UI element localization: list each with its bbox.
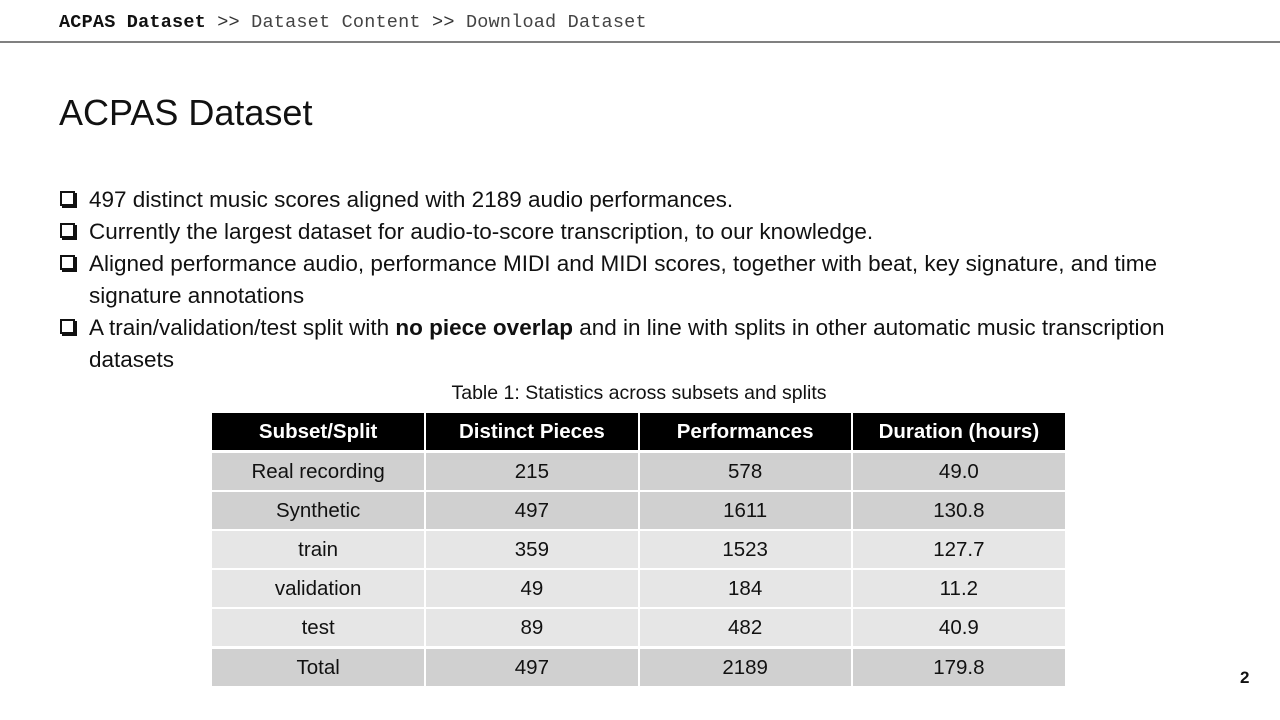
table-cell: Real recording bbox=[212, 450, 427, 491]
bullet-text: Currently the largest dataset for audio-… bbox=[89, 219, 874, 244]
bullet-item: 497 distinct music scores aligned with 2… bbox=[60, 184, 1220, 216]
bullet-item: A train/validation/test split with no pi… bbox=[60, 312, 1220, 376]
breadcrumb-item-download-dataset[interactable]: Download Dataset bbox=[465, 12, 647, 33]
bullet-item: Aligned performance audio, performance M… bbox=[60, 248, 1220, 312]
header-divider bbox=[0, 41, 1280, 43]
breadcrumb-separator: >> bbox=[432, 12, 455, 33]
statistics-table: Subset/Split Distinct Pieces Performance… bbox=[212, 413, 1065, 686]
bullet-list: 497 distinct music scores aligned with 2… bbox=[60, 184, 1220, 376]
table-cell: 179.8 bbox=[851, 646, 1065, 686]
column-header: Duration (hours) bbox=[851, 413, 1065, 452]
table-cell: 497 bbox=[425, 646, 640, 686]
bullet-text-post: and in line with splits in other automat… bbox=[89, 315, 1165, 372]
checkbox-bullet-icon bbox=[60, 223, 75, 238]
table-cell: 130.8 bbox=[851, 490, 1065, 530]
table-cell: 215 bbox=[425, 450, 640, 491]
table-row: train 359 1523 127.7 bbox=[212, 529, 1065, 569]
table-cell: test bbox=[212, 607, 427, 648]
page-number: 2 bbox=[1240, 668, 1250, 687]
bullet-item: Currently the largest dataset for audio-… bbox=[60, 216, 1220, 248]
bullet-emphasis: no piece overlap bbox=[395, 315, 573, 340]
column-header: Performances bbox=[638, 413, 853, 452]
table-cell: 497 bbox=[425, 490, 640, 530]
slide-title: ACPAS Dataset bbox=[59, 92, 313, 133]
table-cell: 127.7 bbox=[851, 529, 1065, 569]
breadcrumb-separator: >> bbox=[217, 12, 240, 33]
column-header: Distinct Pieces bbox=[425, 413, 640, 452]
breadcrumb: ACPAS Dataset >> Dataset Content >> Down… bbox=[59, 12, 647, 33]
table-cell: 1611 bbox=[638, 490, 853, 530]
table-row: Synthetic 497 1611 130.8 bbox=[212, 490, 1065, 530]
checkbox-bullet-icon bbox=[60, 319, 75, 334]
table-cell: Synthetic bbox=[212, 490, 427, 530]
table-cell: 482 bbox=[638, 607, 853, 648]
table-cell: validation bbox=[212, 568, 427, 608]
table-cell: 359 bbox=[425, 529, 640, 569]
table-cell: train bbox=[212, 529, 427, 569]
breadcrumb-item-current[interactable]: ACPAS Dataset bbox=[59, 12, 206, 33]
table-cell: 89 bbox=[425, 607, 640, 648]
table-cell: 578 bbox=[638, 450, 853, 491]
bullet-text: Aligned performance audio, performance M… bbox=[89, 251, 1158, 308]
table-cell: 40.9 bbox=[851, 607, 1065, 648]
bullet-text: 497 distinct music scores aligned with 2… bbox=[89, 187, 734, 212]
table-caption: Table 1: Statistics across subsets and s… bbox=[451, 382, 827, 404]
table-header-row: Subset/Split Distinct Pieces Performance… bbox=[212, 413, 1065, 452]
table-cell: 184 bbox=[638, 568, 853, 608]
table-cell: 1523 bbox=[638, 529, 853, 569]
checkbox-bullet-icon bbox=[60, 191, 75, 206]
table-row: Real recording 215 578 49.0 bbox=[212, 450, 1065, 491]
table-total-row: Total 497 2189 179.8 bbox=[212, 646, 1065, 686]
checkbox-bullet-icon bbox=[60, 255, 75, 270]
table-cell: 11.2 bbox=[851, 568, 1065, 608]
table-cell: 49 bbox=[425, 568, 640, 608]
table-cell: 49.0 bbox=[851, 450, 1065, 491]
column-header: Subset/Split bbox=[212, 413, 427, 452]
bullet-text-pre: A train/validation/test split with bbox=[89, 315, 396, 340]
table-cell: 2189 bbox=[638, 646, 853, 686]
table-row: validation 49 184 11.2 bbox=[212, 568, 1065, 608]
table-row: test 89 482 40.9 bbox=[212, 607, 1065, 648]
breadcrumb-item-dataset-content[interactable]: Dataset Content bbox=[251, 12, 421, 33]
table-cell: Total bbox=[212, 646, 427, 686]
